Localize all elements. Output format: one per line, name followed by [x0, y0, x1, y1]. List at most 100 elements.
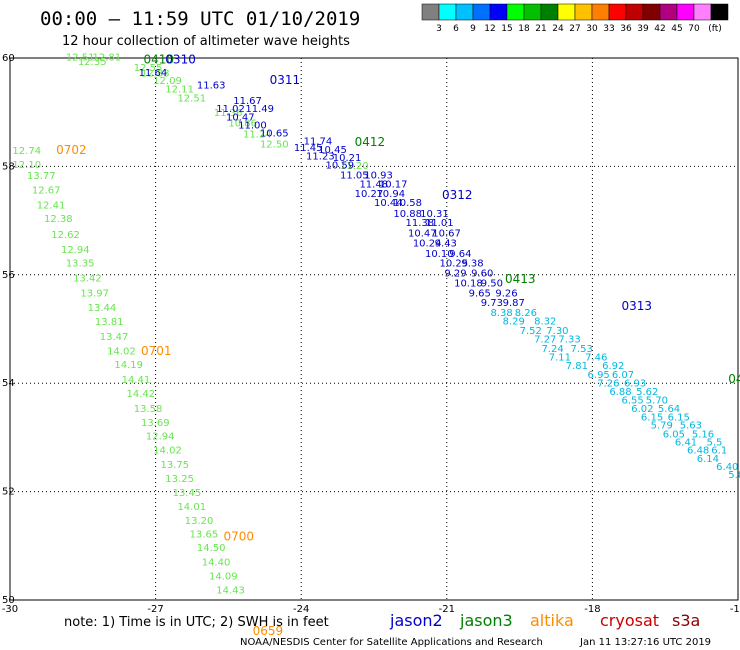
legend-label: 42	[654, 24, 665, 34]
wave-height-label: 5.62	[636, 387, 658, 398]
credit-text: NOAA/NESDIS Center for Satellite Applica…	[240, 637, 543, 648]
legend-swatch	[523, 3, 542, 21]
wave-height-label: 8.26	[515, 308, 537, 319]
wave-height-label: 10.25	[440, 259, 469, 270]
legend-swatch	[591, 3, 610, 21]
wave-height-label: 9.50	[481, 279, 503, 290]
wave-height-label: 12.94	[61, 245, 90, 256]
legend-swatch	[557, 3, 576, 21]
wave-height-label: 6.95	[588, 370, 610, 381]
wave-height-label: 5.16	[692, 429, 714, 440]
wave-height-label: 6.15	[668, 413, 690, 424]
timestamp: Jan 11 13:27:16 UTC 2019	[579, 637, 711, 648]
legend-unit: (ft)	[708, 24, 722, 34]
track-jason2-south: 8.38 8.268.32 8.297.52 7.307.27 7.337.24 7.53…	[490, 308, 740, 481]
satellite-name: jason3	[459, 611, 513, 630]
pass-time-label: 041	[728, 372, 740, 386]
wave-height-label: 14.02	[153, 446, 182, 457]
pass-time-label: 0313	[622, 299, 653, 313]
wave-height-label: 14.01	[177, 502, 206, 513]
legend-label: 70	[688, 24, 700, 34]
legend-swatch	[472, 3, 491, 21]
wave-height-label: 10.65	[260, 129, 289, 140]
wave-height-label: 10.31	[420, 209, 449, 220]
satellite-name: altika	[530, 611, 574, 630]
wave-height-label: 14.50	[197, 543, 226, 554]
legend-swatch	[438, 3, 457, 21]
wave-height-label: 6.48	[687, 446, 709, 457]
wave-height-label: 12.67	[32, 186, 61, 197]
wave-height-label: 12.38	[44, 214, 73, 225]
wave-height-label: 6.41	[675, 438, 697, 449]
legend-label: 9	[470, 24, 476, 34]
x-tick-label: -30	[2, 604, 18, 615]
wave-height-label: 10.21	[333, 153, 362, 164]
color-legend: 3 6 9 12 15 18 21 24 27 30 33 36 39 42 45 70 (ft)	[421, 3, 729, 34]
wave-height-label: 11.64	[139, 68, 168, 79]
wave-height-label: 11.63	[197, 80, 226, 91]
legend-label: 12	[484, 24, 495, 34]
wave-height-label: 10.47	[408, 228, 437, 239]
wave-height-label: 14.02	[107, 346, 136, 357]
legend-swatch	[489, 3, 508, 21]
satellite-name: jason2	[389, 611, 443, 630]
wave-height-label: 7.46	[585, 352, 607, 363]
wave-height-label: 8.32	[534, 317, 556, 328]
wave-height-label: 9.26	[495, 288, 517, 299]
wave-height-label: 13.75	[160, 460, 189, 471]
legend-label: 45	[671, 24, 682, 34]
wave-height-label: 9.65	[469, 288, 491, 299]
wave-height-label: 9.29	[444, 268, 466, 279]
wave-height-label: 14.19	[114, 360, 143, 371]
wave-height-label: 14.09	[209, 571, 238, 582]
x-tick-label: -18	[584, 604, 600, 615]
wave-height-label: 7.53	[571, 344, 593, 355]
wave-height-label: 11.02	[216, 104, 245, 115]
wave-height-label: 14.43	[216, 585, 245, 596]
wave-height-label: 5.64	[658, 404, 680, 415]
wave-height-label: 13.77	[27, 171, 56, 182]
x-tick-label: -21	[439, 604, 455, 615]
wave-height-label: 5.79	[651, 421, 673, 432]
axis-tick-labels: -30 -27 -24 -21 -18 -15 60 58 56 54 52 50	[2, 53, 740, 615]
wave-height-label: 6.02	[631, 404, 653, 415]
wave-height-label: 6.07	[612, 370, 634, 381]
wave-height-label: 13.47	[100, 332, 129, 343]
wave-height-label: 12.83	[141, 68, 170, 79]
wave-height-label: 6.05	[663, 429, 685, 440]
page-subtitle: 12 hour collection of altimeter wave hei…	[62, 34, 350, 49]
wave-height-label: 10.88	[393, 209, 422, 220]
satellite-legend: jason2 jason3 altika cryosat s3a	[389, 611, 700, 630]
legend-swatch	[540, 3, 559, 21]
pass-time-label: 0659	[253, 624, 284, 638]
wave-height-label: 10.44	[374, 198, 403, 209]
wave-height-label: 11.20	[340, 161, 369, 172]
wave-height-label: 14.40	[202, 557, 231, 568]
wave-height-label: 13.42	[73, 273, 102, 284]
legend-label: 36	[620, 24, 632, 34]
legend-swatch	[676, 3, 695, 21]
pass-time-label: 0413	[505, 272, 536, 286]
wave-height-label: 11.01	[425, 218, 454, 229]
wave-height-label: 10.18	[454, 279, 483, 290]
wave-height-label: 11.49	[245, 104, 274, 115]
wave-height-label: 11.45	[294, 143, 323, 154]
wave-height-label: 9.73	[481, 298, 503, 309]
wave-height-label: 6.88	[609, 387, 631, 398]
wave-height-label: 13.44	[88, 303, 117, 314]
pass-time-label: 0701	[141, 344, 172, 358]
wave-height-label: 12.50	[260, 139, 289, 150]
wave-height-label: 10.17	[379, 180, 408, 191]
wave-height-label: 11.00	[238, 120, 267, 131]
wave-height-label: 13.58	[134, 404, 163, 415]
wave-height-label: 7.24	[541, 344, 563, 355]
wave-height-label: 10.59	[325, 161, 354, 172]
y-tick-label: 54	[2, 378, 15, 389]
wave-height-label: 11.05	[340, 170, 369, 181]
wave-height-label: 13.81	[95, 317, 124, 328]
wave-height-label: 10.45	[318, 145, 347, 156]
wave-height-label: 12.51	[66, 53, 95, 64]
